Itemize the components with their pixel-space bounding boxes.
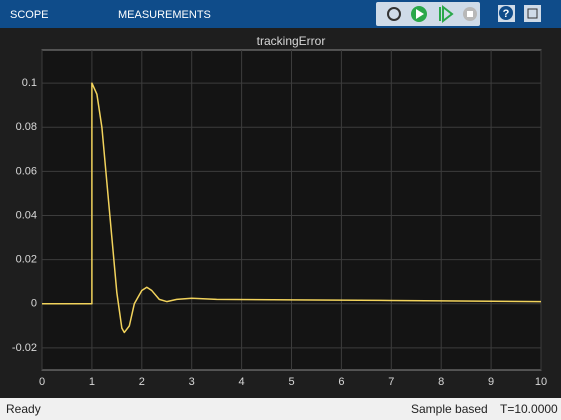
y-tick-label: 0.1	[22, 77, 37, 89]
tab[interactable]: SCOPE	[10, 9, 49, 21]
plot: trackingError -0.02 0 0.02 0.04 0.06 0.08 0.1 0…	[12, 34, 547, 388]
step-button[interactable]	[439, 4, 454, 24]
chart-title: trackingError	[257, 34, 326, 48]
x-tick-label: 8	[438, 376, 444, 388]
status-bar: Ready Sample based T=10.0000	[0, 398, 561, 420]
step-back-button[interactable]	[387, 7, 401, 21]
x-tick-label: 1	[89, 376, 95, 388]
x-tick-label: 4	[239, 376, 245, 388]
toolbar-icons: ?	[376, 2, 541, 26]
x-tick-label: 2	[139, 376, 145, 388]
undock-icon	[527, 8, 538, 19]
help-glyph: ?	[503, 8, 510, 20]
toolbar: SCOPE MEASUREMENTS ?	[0, 0, 561, 28]
stop-icon	[467, 11, 473, 17]
run-icon	[416, 9, 424, 19]
help-icon	[499, 6, 513, 20]
y-tick-label: 0	[31, 298, 37, 310]
y-tick-label: 0.02	[16, 254, 37, 266]
y-tick-label: -0.02	[12, 342, 37, 354]
y-tick-label: 0.06	[16, 165, 37, 177]
x-tick-label: 5	[288, 376, 294, 388]
x-tick-label: 7	[388, 376, 394, 388]
series-line	[42, 82, 542, 334]
run-group	[376, 2, 480, 26]
tab[interactable]: MEASUREMENTS	[118, 9, 211, 21]
status-time: T=10.0000	[500, 402, 558, 416]
y-tick-label: 0.04	[16, 209, 37, 221]
x-tick-label: 9	[488, 376, 494, 388]
x-tick-label: 6	[338, 376, 344, 388]
x-tick-label: 3	[189, 376, 195, 388]
status-text: Ready	[6, 402, 41, 416]
x-tick-label: 0	[39, 376, 45, 388]
undock-button[interactable]	[524, 5, 541, 22]
x-tick-label: 10	[535, 376, 547, 388]
status-mode: Sample based	[411, 402, 488, 416]
y-tick-label: 0.08	[16, 121, 37, 133]
